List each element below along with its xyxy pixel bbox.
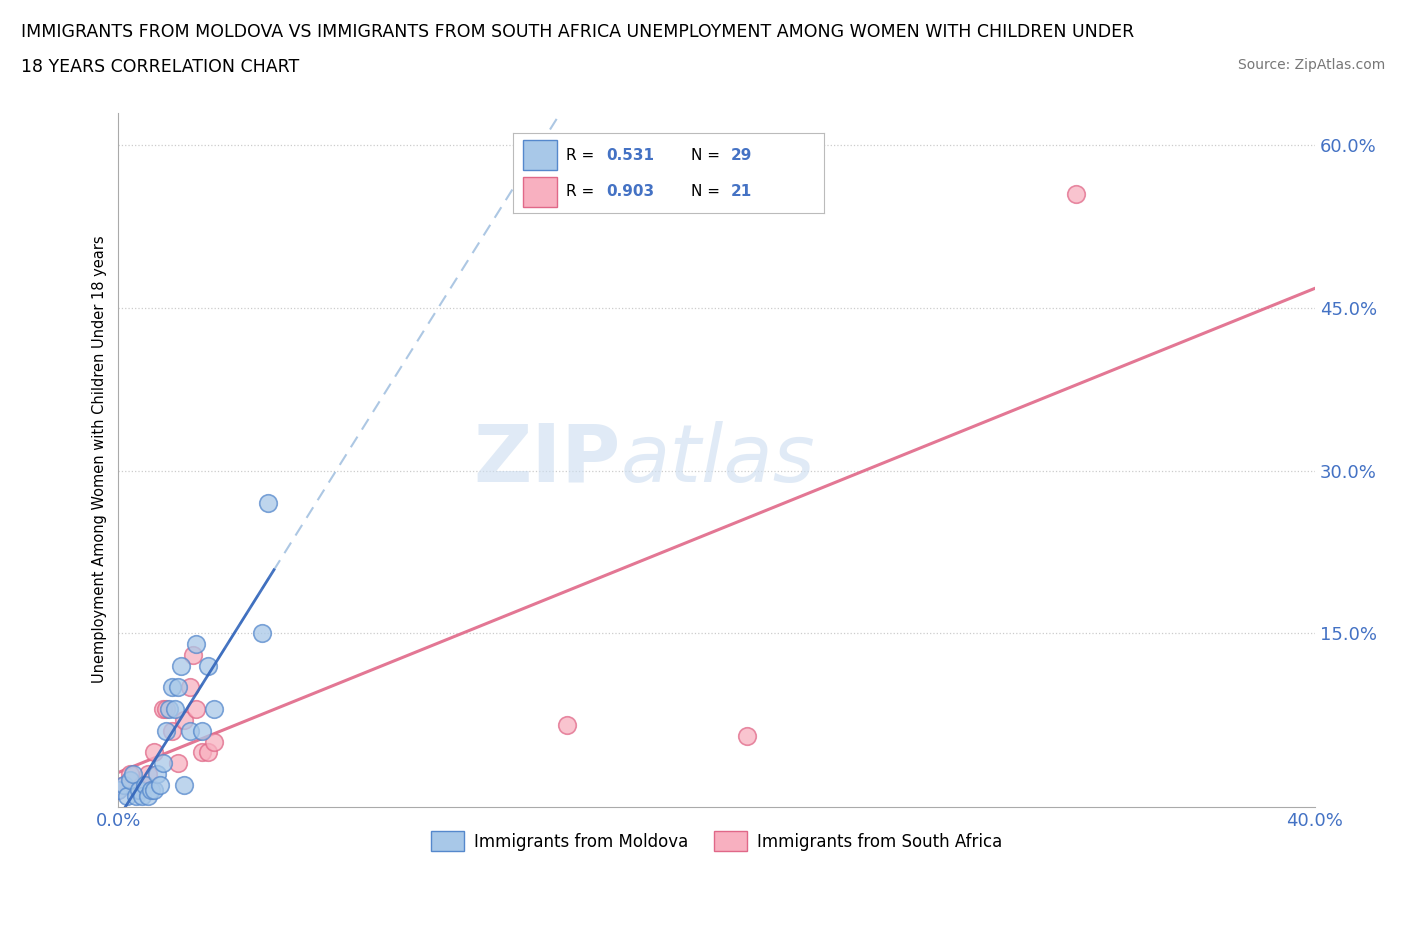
- Point: [112, 777, 135, 792]
- Point: [173, 712, 195, 727]
- Point: [170, 658, 193, 673]
- Point: [173, 777, 195, 792]
- Point: [197, 658, 219, 673]
- Point: [157, 701, 180, 716]
- Point: [107, 783, 129, 798]
- Point: [112, 777, 135, 792]
- Point: [186, 636, 208, 651]
- Point: [152, 756, 174, 771]
- Point: [197, 745, 219, 760]
- Point: [167, 680, 190, 695]
- Point: [138, 766, 160, 781]
- Point: [125, 789, 148, 804]
- Text: 18 YEARS CORRELATION CHART: 18 YEARS CORRELATION CHART: [21, 58, 299, 75]
- Point: [125, 783, 148, 798]
- Text: Source: ZipAtlas.com: Source: ZipAtlas.com: [1237, 58, 1385, 72]
- Point: [155, 724, 177, 738]
- Point: [131, 777, 153, 792]
- Point: [146, 766, 169, 781]
- Point: [179, 724, 201, 738]
- Point: [179, 680, 201, 695]
- Point: [120, 772, 142, 787]
- Point: [143, 783, 166, 798]
- Point: [202, 734, 225, 749]
- Point: [191, 745, 214, 760]
- Point: [162, 724, 184, 738]
- Point: [735, 729, 758, 744]
- Text: IMMIGRANTS FROM MOLDOVA VS IMMIGRANTS FROM SOUTH AFRICA UNEMPLOYMENT AMONG WOMEN: IMMIGRANTS FROM MOLDOVA VS IMMIGRANTS FR…: [21, 23, 1135, 41]
- Point: [257, 496, 280, 511]
- Point: [131, 789, 153, 804]
- Point: [167, 756, 190, 771]
- Point: [165, 701, 187, 716]
- Legend: Immigrants from Moldova, Immigrants from South Africa: Immigrants from Moldova, Immigrants from…: [425, 825, 1010, 857]
- Point: [141, 783, 163, 798]
- Point: [162, 680, 184, 695]
- Point: [186, 701, 208, 716]
- Text: atlas: atlas: [621, 420, 815, 498]
- Point: [149, 777, 172, 792]
- Y-axis label: Unemployment Among Women with Children Under 18 years: Unemployment Among Women with Children U…: [93, 236, 107, 684]
- Text: ZIP: ZIP: [474, 420, 621, 498]
- Point: [555, 718, 578, 733]
- Point: [122, 766, 145, 781]
- Point: [250, 626, 273, 641]
- Point: [143, 745, 166, 760]
- Point: [181, 647, 204, 662]
- Point: [107, 783, 129, 798]
- Point: [138, 789, 160, 804]
- Point: [117, 789, 139, 804]
- Point: [128, 783, 150, 798]
- Point: [155, 701, 177, 716]
- Point: [152, 701, 174, 716]
- Point: [120, 766, 142, 781]
- Point: [134, 777, 156, 792]
- Point: [202, 701, 225, 716]
- Point: [191, 724, 214, 738]
- Point: [1064, 187, 1087, 202]
